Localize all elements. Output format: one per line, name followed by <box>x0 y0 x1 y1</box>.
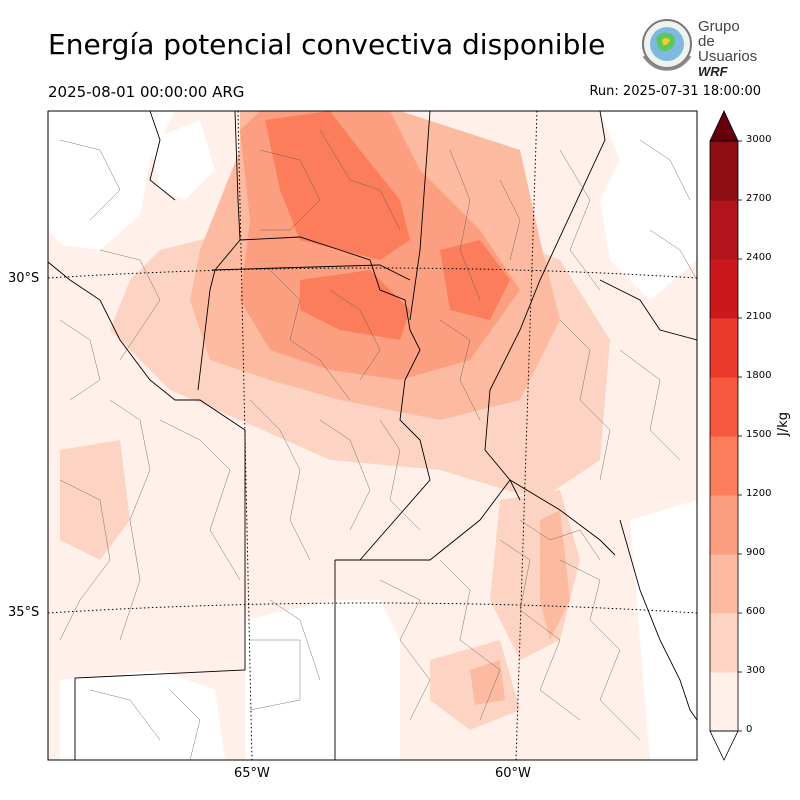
boundary-west <box>48 261 246 760</box>
boundary-la-rioja-north <box>149 111 176 201</box>
cape-band-600-s <box>470 660 505 705</box>
colorbar-tick-label: 1800 <box>746 370 772 381</box>
colorbar-bin <box>710 613 738 673</box>
boundary-catamarca <box>197 111 241 391</box>
colorbar-tick-label: 3000 <box>746 134 772 145</box>
colorbar-tick-label: 2400 <box>746 252 772 263</box>
boundary-santa-fe <box>432 111 606 501</box>
colorbar-extend-min <box>709 730 739 761</box>
colorbar-bin <box>710 200 738 260</box>
colorbar-tick-label: 900 <box>746 547 766 558</box>
colorbar-bin <box>710 436 738 496</box>
globe-logo-icon <box>642 19 692 71</box>
boundary-chaco-west <box>409 111 431 321</box>
colorbar-bin <box>710 495 738 555</box>
colorbar-extend-max <box>709 110 739 142</box>
colorbar-tick-label: 2100 <box>746 311 772 322</box>
colorbar-tick-label: 300 <box>746 665 766 676</box>
colorbar-tick-label: 0 <box>746 724 753 735</box>
boundary-cordoba-east <box>239 236 431 561</box>
cape-zero-sw2 <box>60 670 225 760</box>
colorbar-bin <box>710 141 738 201</box>
province-boundaries <box>48 111 697 760</box>
cape-zero-nw2 <box>150 120 215 200</box>
logo-line2: Usuarios <box>698 48 758 65</box>
wrf-group-logo: Grupo de Usuarios WRF <box>638 16 758 79</box>
colorbar-bin <box>710 377 738 437</box>
graticule-60w <box>515 111 538 760</box>
boundary-santiago-south <box>211 264 411 281</box>
colorbar-label: J/kg <box>776 412 791 436</box>
logo-text: Grupo de Usuarios WRF <box>698 19 758 79</box>
lon-label-60w: 60°W <box>495 766 531 781</box>
boundary-buenos-aires-north <box>335 479 616 561</box>
lat-label-35s: 35°S <box>8 605 40 620</box>
colorbar-tick-label: 1200 <box>746 488 772 499</box>
colorbar-tick-label: 2700 <box>746 193 772 204</box>
cape-band-1200-c <box>300 270 410 340</box>
colorbar-bin <box>710 554 738 614</box>
boundary-entre-rios <box>599 279 697 341</box>
logo-line1: Grupo de <box>698 18 740 50</box>
graticule <box>48 111 697 760</box>
logo-line3: WRF <box>698 64 728 79</box>
graticule-65w <box>237 111 253 760</box>
cape-zero-s <box>335 600 400 760</box>
cape-zero-nw <box>48 111 175 250</box>
colorbar-bin <box>710 318 738 378</box>
colorbar-tick-label: 600 <box>746 606 766 617</box>
map-title: Energía potencial convectiva disponible <box>48 28 606 61</box>
colorbar-tick-label: 1500 <box>746 429 772 440</box>
cape-zero-ne <box>600 111 697 300</box>
cape-band-1200-n <box>265 111 410 260</box>
graticule-35s <box>48 602 697 614</box>
colorbar-bin <box>710 259 738 319</box>
cape-band-1200-e <box>440 240 510 320</box>
colorbar-tickmarks <box>738 140 742 732</box>
lat-label-30s: 30°S <box>8 271 40 286</box>
run-time: Run: 2025-07-31 18:00:00 <box>589 84 761 99</box>
colorbar-bin <box>710 672 738 732</box>
map-frame <box>47 110 698 761</box>
map-field <box>48 111 697 760</box>
cape-band-600-e <box>540 510 570 640</box>
cape-zero-se <box>630 500 697 760</box>
graticule-30s <box>48 267 697 279</box>
department-boundaries <box>59 129 697 760</box>
coastline-rio-de-la-plata <box>619 519 697 721</box>
cape-band-300-w <box>60 440 130 560</box>
lon-label-65w: 65°W <box>234 766 270 781</box>
colorbar-bins <box>710 141 738 732</box>
valid-time: 2025-08-01 00:00:00 ARG <box>48 83 245 101</box>
